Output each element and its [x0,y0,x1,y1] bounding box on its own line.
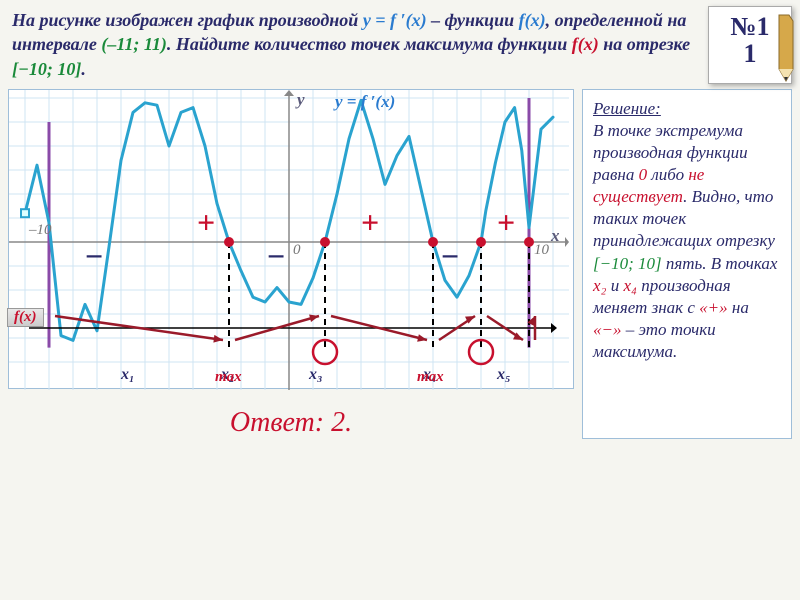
problem-statement: На рисунке изображен график производной … [0,0,800,89]
fx-label: f(x) [7,308,44,327]
x1-label: x₁ [121,366,135,384]
curve-label: y = f ′(x) [335,92,395,112]
sign-minus-3: − [441,238,459,275]
pen-icon [775,13,797,83]
sign-minus-1: − [85,238,103,275]
neg10-label: –10 [29,222,52,239]
x-axis-label: x [551,226,560,246]
sign-minus-2: − [267,238,285,275]
sign-plus-2: + [361,204,379,241]
problem-number-badge: №1 1 [708,6,792,84]
max2-label: max [417,369,444,386]
x5-label: x₅ [497,366,511,384]
max1-label: max [215,369,242,386]
x3-label: x₃ [309,366,323,384]
origin-label: 0 [293,242,301,259]
solution-panel: Решение: В точке экстремума производная … [582,89,792,439]
sign-plus-3: + [497,204,515,241]
sign-plus-1: + [197,204,215,241]
answer: Ответ: 2. [8,407,574,439]
y-axis-label: y [297,90,305,110]
ten-label: 10 [534,242,549,259]
derivative-chart: y x 0 –10 10 y = f ′(x) f(x) − + − + − +… [8,89,574,389]
solution-title: Решение: [593,99,661,118]
